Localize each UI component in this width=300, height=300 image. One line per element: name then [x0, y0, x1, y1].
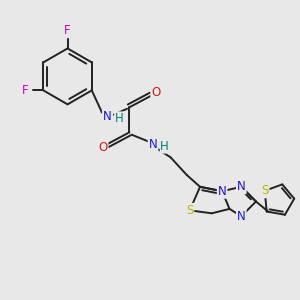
- Text: N: N: [237, 180, 246, 193]
- Text: F: F: [64, 24, 71, 37]
- Text: N: N: [237, 210, 246, 223]
- Text: O: O: [98, 141, 107, 154]
- Text: N: N: [148, 138, 157, 151]
- Text: H: H: [115, 112, 123, 125]
- Text: O: O: [151, 86, 160, 99]
- Text: F: F: [22, 84, 29, 97]
- Text: N: N: [103, 110, 112, 123]
- Text: H: H: [160, 140, 169, 153]
- Text: S: S: [186, 204, 194, 217]
- Text: S: S: [261, 184, 268, 197]
- Text: N: N: [218, 185, 226, 198]
